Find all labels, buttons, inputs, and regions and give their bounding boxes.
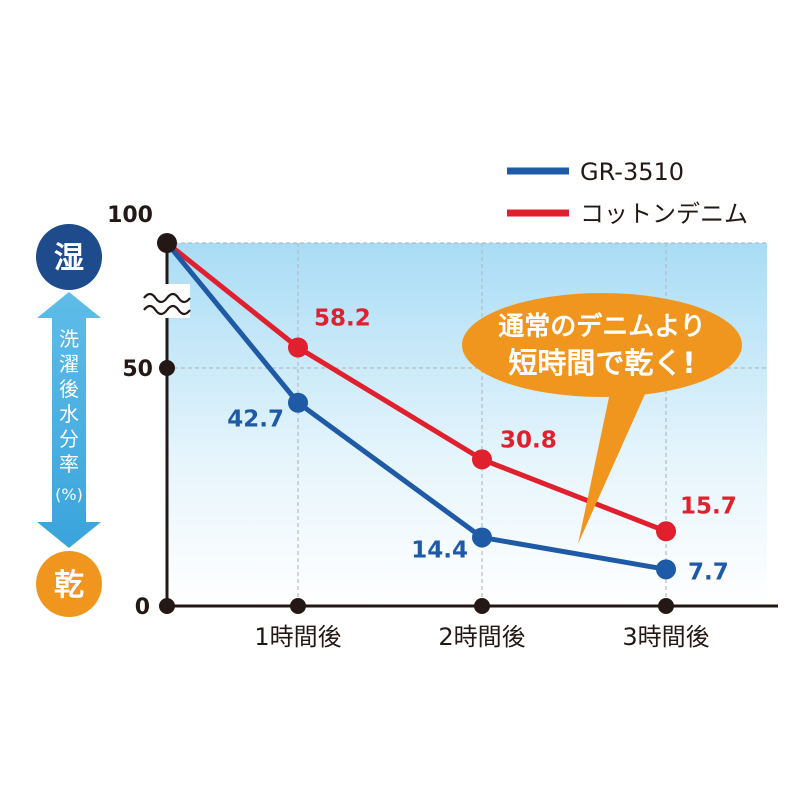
axis-break-symbol (143, 284, 191, 318)
data-point (288, 392, 308, 413)
data-label: 14.4 (411, 537, 468, 563)
x-ticks: 1時間後 2時間後 3時間後 (254, 598, 710, 651)
data-point (656, 521, 676, 542)
y-ticks: 100 50 0 (107, 203, 175, 620)
callout-line-2: 短時間で乾く! (508, 346, 695, 380)
x-tick-dot-2 (474, 598, 490, 614)
data-label: 15.7 (680, 493, 737, 519)
legend-label-gr3510: GR-3510 (580, 158, 684, 186)
callout-tail (578, 383, 650, 544)
data-label: 42.7 (227, 407, 284, 433)
moisture-indicator: 湿 乾 洗 濯 後 水 分 率 (%) (36, 224, 102, 617)
data-label: 58.2 (314, 306, 371, 332)
y-tick-label-0: 0 (135, 595, 150, 620)
ylabel-char: 後 (59, 377, 79, 401)
x-label-2h: 2時間後 (438, 623, 525, 651)
legend-label-cotton-denim: コットンデニム (580, 200, 748, 228)
callout-bubble (462, 293, 742, 397)
callout: 通常のデニムより 短時間で乾く! (462, 293, 742, 544)
y-tick-label-100: 100 (107, 203, 153, 228)
y-tick-label-50: 50 (122, 357, 153, 382)
dry-label: 乾 (54, 568, 84, 603)
data-label: 7.7 (688, 559, 729, 585)
ylabel-char: 水 (59, 402, 79, 426)
x-tick-dot-1 (290, 598, 306, 614)
data-point (472, 449, 492, 470)
x-label-3h: 3時間後 (622, 623, 709, 651)
callout-line-1: 通常のデニムより (498, 311, 705, 342)
dry-circle (36, 551, 102, 617)
ylabel-char: 分 (59, 427, 79, 451)
ylabel-unit: (%) (55, 485, 83, 504)
series-line-cotton-denim (165, 241, 667, 534)
data-point (656, 559, 676, 580)
data-point-start (157, 233, 177, 253)
data-point (288, 337, 308, 358)
y-tick-dot-0 (159, 598, 175, 614)
series-layer: 58.2 30.8 15.7 42.7 14.4 7.7 (157, 233, 737, 585)
series-line-gr3510 (165, 241, 667, 572)
x-tick-dot-3 (658, 598, 674, 614)
data-point (472, 527, 492, 548)
legend: GR-3510 コットンデニム (507, 158, 748, 228)
ylabel-char: 率 (59, 452, 79, 476)
ylabel-char: 濯 (59, 352, 79, 376)
wet-circle (36, 224, 102, 290)
wet-label: 湿 (54, 241, 84, 276)
double-arrow (37, 292, 101, 548)
data-label: 30.8 (500, 427, 557, 453)
y-tick-dot-50 (159, 360, 175, 376)
ylabel-char: 洗 (59, 327, 79, 351)
x-label-1h: 1時間後 (254, 623, 341, 651)
